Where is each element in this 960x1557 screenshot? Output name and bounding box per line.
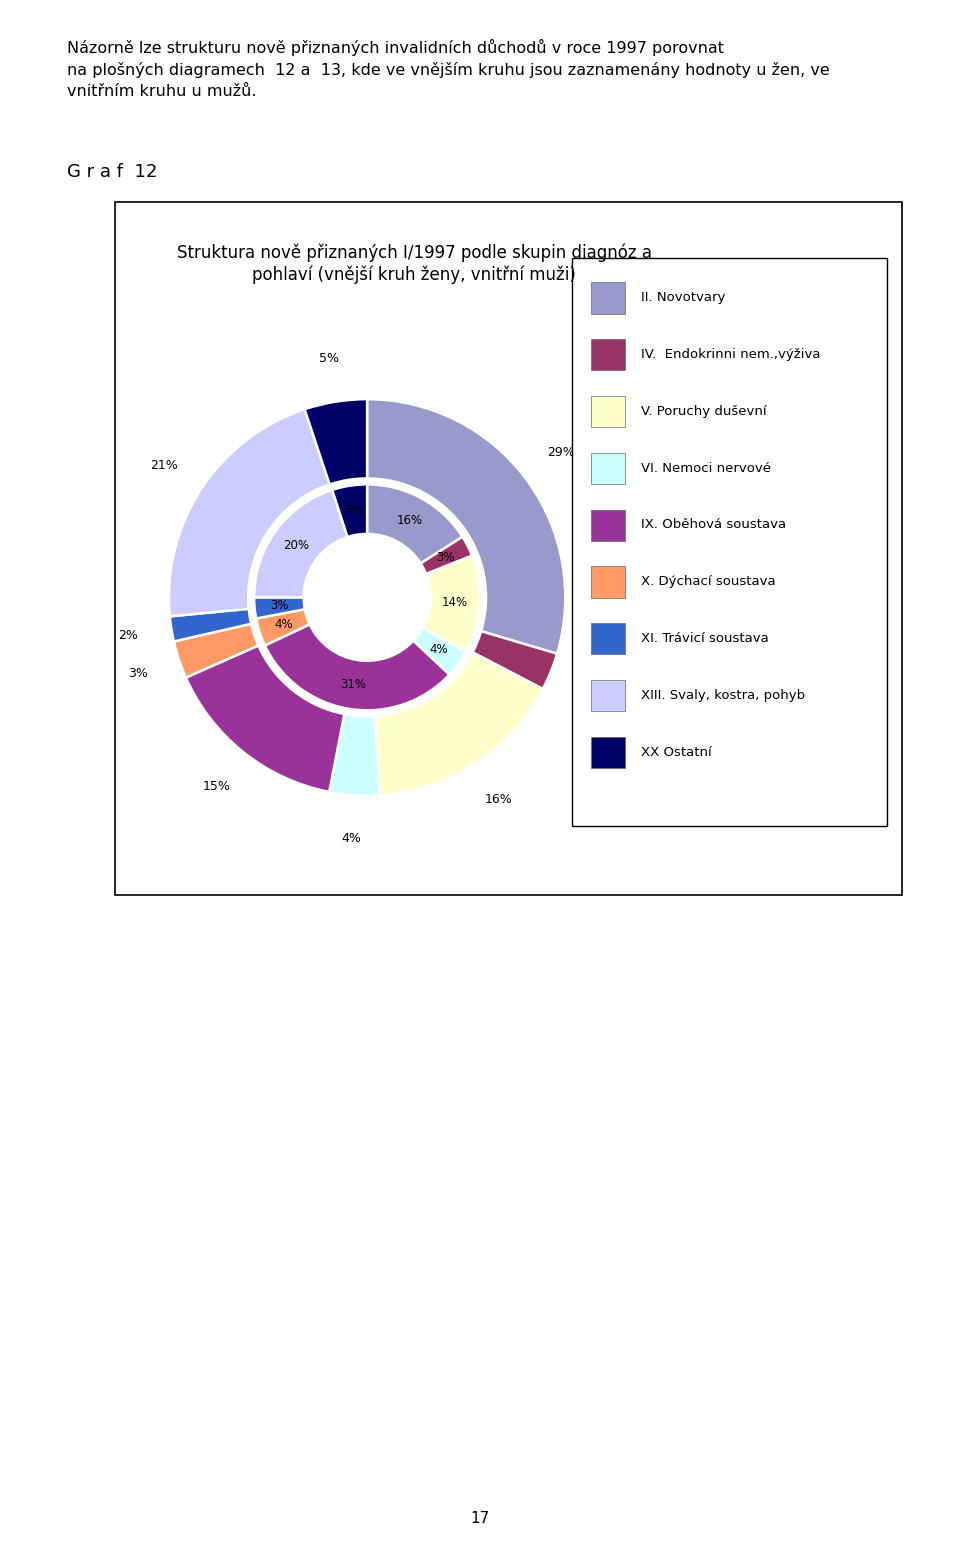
FancyBboxPatch shape bbox=[590, 567, 625, 598]
FancyBboxPatch shape bbox=[590, 395, 625, 427]
Wedge shape bbox=[422, 556, 480, 652]
Text: 15%: 15% bbox=[203, 780, 230, 793]
Wedge shape bbox=[367, 399, 565, 654]
Text: V. Poruchy duševní: V. Poruchy duševní bbox=[641, 405, 767, 417]
Text: XI. Trávicí soustava: XI. Trávicí soustava bbox=[641, 632, 769, 645]
Text: XX Ostatní: XX Ostatní bbox=[641, 746, 711, 758]
Text: 3%: 3% bbox=[437, 551, 455, 564]
Text: 16%: 16% bbox=[396, 514, 422, 526]
Wedge shape bbox=[304, 399, 367, 484]
Text: Názorně lze strukturu nově přiznaných invalidních důchodů v roce 1997 porovnat
n: Názorně lze strukturu nově přiznaných in… bbox=[67, 39, 830, 100]
Text: G r a f  12: G r a f 12 bbox=[67, 163, 157, 182]
Wedge shape bbox=[254, 490, 348, 598]
Wedge shape bbox=[186, 646, 345, 793]
Text: 17: 17 bbox=[470, 1510, 490, 1526]
Text: X. Dýchací soustava: X. Dýchací soustava bbox=[641, 575, 776, 589]
Text: 2%: 2% bbox=[118, 629, 138, 643]
Wedge shape bbox=[174, 624, 258, 677]
FancyBboxPatch shape bbox=[590, 736, 625, 768]
Text: 3%: 3% bbox=[582, 682, 601, 694]
Text: 3%: 3% bbox=[128, 666, 148, 680]
FancyBboxPatch shape bbox=[572, 258, 887, 827]
Wedge shape bbox=[472, 631, 557, 690]
Text: 4%: 4% bbox=[429, 643, 447, 655]
Wedge shape bbox=[256, 609, 310, 646]
FancyBboxPatch shape bbox=[590, 509, 625, 540]
Text: 16%: 16% bbox=[485, 794, 513, 807]
Text: 20%: 20% bbox=[283, 539, 309, 553]
FancyBboxPatch shape bbox=[590, 680, 625, 712]
Wedge shape bbox=[265, 624, 449, 710]
Wedge shape bbox=[169, 409, 329, 617]
Text: Struktura nově přiznaných I/1997 podle skupin diagnóz a
pohlaví (vnější kruh žen: Struktura nově přiznaných I/1997 podle s… bbox=[177, 244, 652, 283]
FancyBboxPatch shape bbox=[590, 282, 625, 313]
Text: IV.  Endokrinni nem.,výživa: IV. Endokrinni nem.,výživa bbox=[641, 347, 821, 361]
Text: VI. Nemoci nervové: VI. Nemoci nervové bbox=[641, 461, 771, 475]
Text: II. Novotvary: II. Novotvary bbox=[641, 291, 726, 304]
Wedge shape bbox=[374, 652, 542, 796]
Wedge shape bbox=[367, 484, 463, 564]
Wedge shape bbox=[254, 598, 305, 618]
FancyBboxPatch shape bbox=[590, 623, 625, 654]
Text: 29%: 29% bbox=[547, 447, 575, 459]
Text: XIII. Svaly, kostra, pohyb: XIII. Svaly, kostra, pohyb bbox=[641, 688, 805, 702]
Text: IX. Oběhová soustava: IX. Oběhová soustava bbox=[641, 518, 786, 531]
FancyBboxPatch shape bbox=[115, 202, 902, 895]
Text: 5%: 5% bbox=[319, 352, 339, 366]
Text: 5%: 5% bbox=[344, 504, 363, 517]
Text: 4%: 4% bbox=[342, 831, 362, 845]
Text: 21%: 21% bbox=[151, 459, 179, 472]
Text: 3%: 3% bbox=[270, 599, 289, 612]
Wedge shape bbox=[414, 627, 467, 674]
Text: 14%: 14% bbox=[442, 596, 468, 609]
Wedge shape bbox=[170, 609, 252, 641]
Wedge shape bbox=[420, 537, 472, 575]
Text: 31%: 31% bbox=[340, 677, 367, 691]
Wedge shape bbox=[332, 484, 367, 537]
FancyBboxPatch shape bbox=[590, 453, 625, 484]
Wedge shape bbox=[329, 715, 380, 796]
Text: 4%: 4% bbox=[274, 618, 293, 631]
FancyBboxPatch shape bbox=[590, 339, 625, 371]
